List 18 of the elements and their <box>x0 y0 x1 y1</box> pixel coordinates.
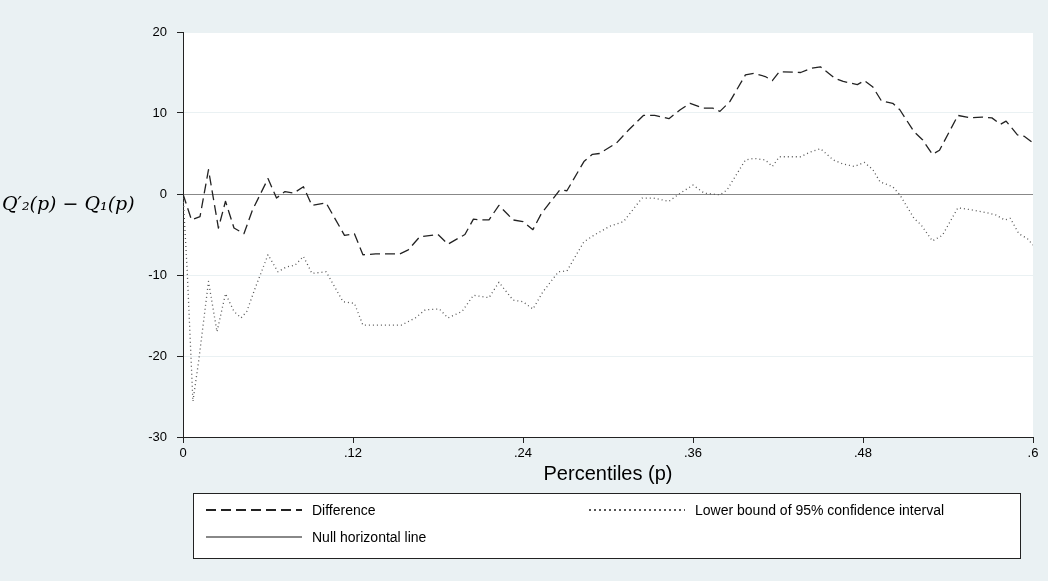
legend-label: Null horizontal line <box>312 529 427 545</box>
y-tick-label: -20 <box>148 347 167 363</box>
x-axis-title: Percentiles (p) <box>543 461 673 484</box>
x-tick-label: .12 <box>343 445 363 461</box>
legend-label: Lower bound of 95% confidence interval <box>695 502 945 518</box>
x-tick-label: 0 <box>179 445 187 461</box>
y-tick-label: 20 <box>152 23 167 39</box>
y-tick-label: -30 <box>148 428 167 444</box>
y-tick-label: -10 <box>148 266 167 282</box>
legend-label: Difference <box>312 502 376 518</box>
x-tick-label: .24 <box>513 445 533 461</box>
y-axis-title: Q′₂(p) − Q₁(p) <box>2 192 135 214</box>
x-tick-label: .6 <box>1027 445 1039 461</box>
line-series <box>183 147 1033 403</box>
y-tick-label: 10 <box>152 104 167 120</box>
y-tick-label: 0 <box>159 185 167 201</box>
x-tick-label: .48 <box>853 445 873 461</box>
x-tick-label: .36 <box>683 445 703 461</box>
